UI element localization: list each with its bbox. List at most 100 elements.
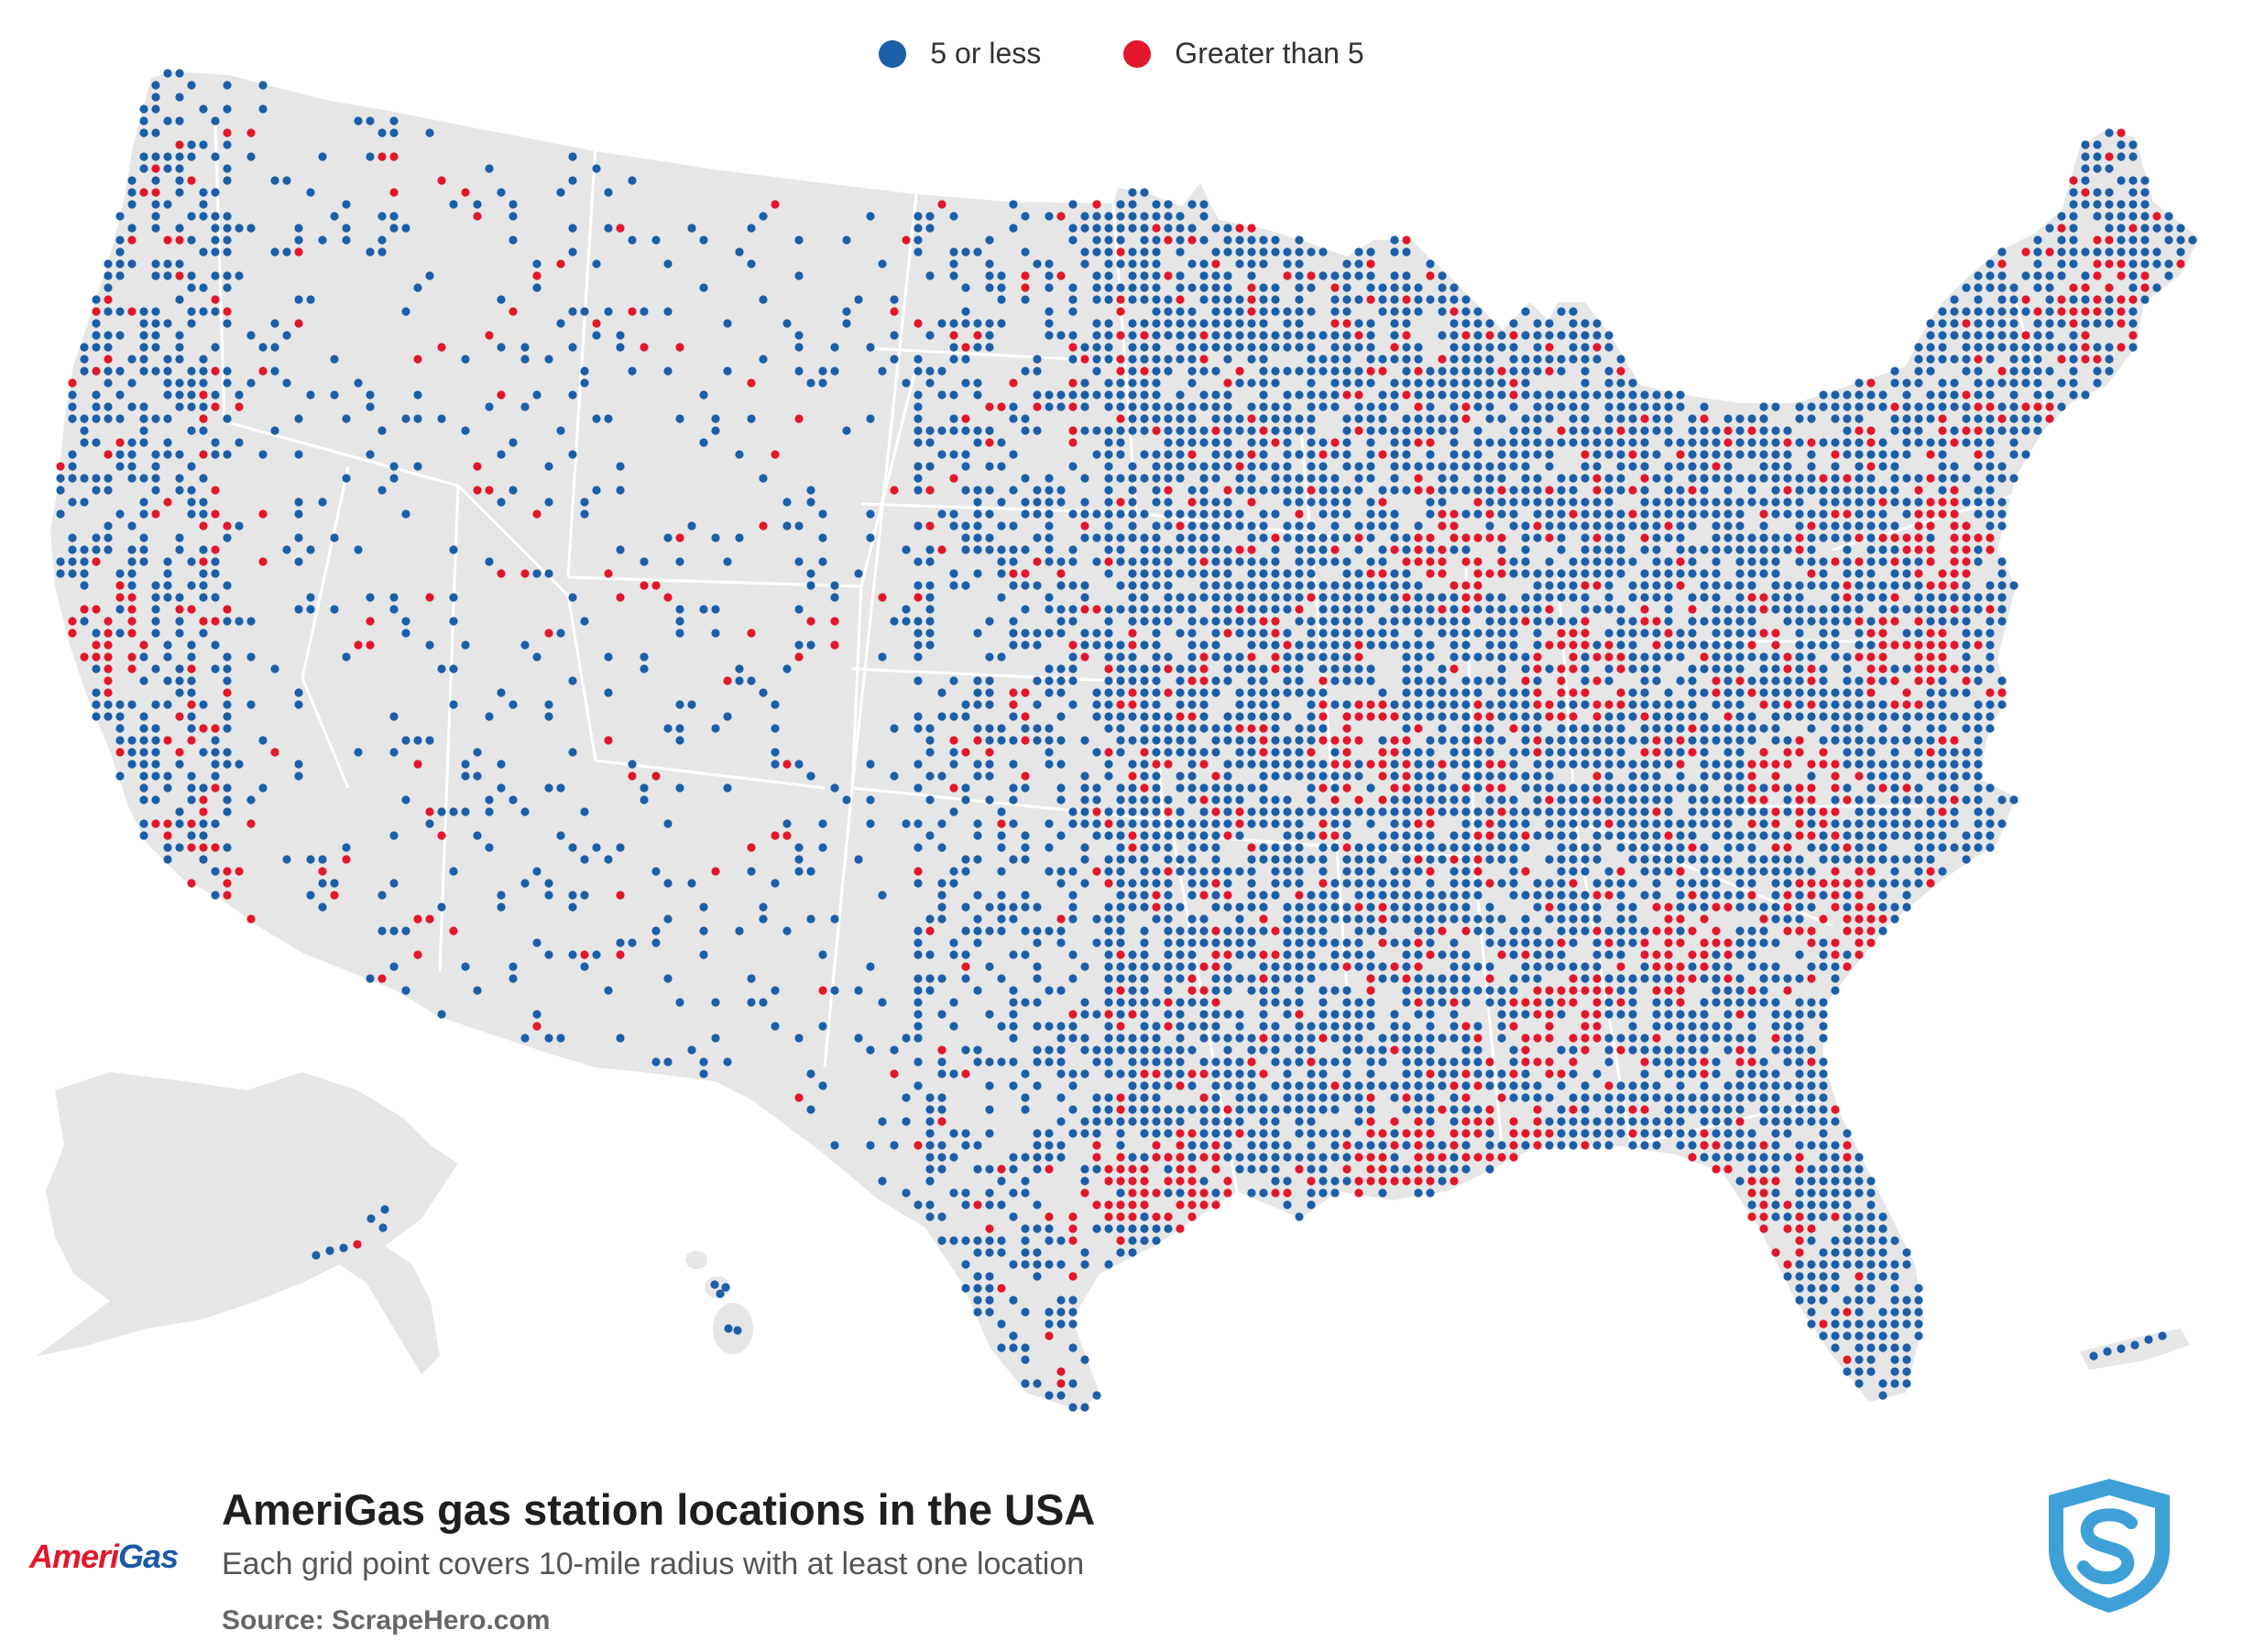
location-dot <box>1330 509 1340 519</box>
location-dot <box>127 176 137 185</box>
location-dot <box>580 855 589 864</box>
location-dot <box>1819 950 1828 959</box>
location-dot <box>1747 783 1756 793</box>
location-dot <box>1199 879 1209 888</box>
location-dot <box>1497 331 1506 340</box>
location-dot <box>1962 474 1971 483</box>
location-dot <box>211 843 220 852</box>
location-dot <box>1581 605 1590 614</box>
location-dot <box>1390 617 1399 626</box>
location-dot <box>1485 926 1494 935</box>
location-dot <box>56 462 65 471</box>
location-dot <box>1914 629 1923 638</box>
location-dot <box>1342 271 1351 280</box>
location-dot <box>663 307 673 316</box>
location-dot <box>1390 283 1399 292</box>
location-dot <box>1592 355 1602 364</box>
location-dot <box>1176 629 1185 638</box>
location-dot <box>1056 486 1066 495</box>
location-dot <box>1986 319 1995 328</box>
location-dot <box>1318 438 1328 447</box>
location-dot <box>1855 378 1864 388</box>
location-dot <box>937 712 946 721</box>
location-dot <box>1759 795 1768 804</box>
location-dot <box>1890 771 1899 781</box>
location-dot <box>2093 140 2102 149</box>
location-dot <box>866 819 875 828</box>
location-dot <box>163 652 172 662</box>
location-dot <box>1712 700 1721 709</box>
location-dot <box>1473 438 1483 447</box>
location-dot <box>175 593 184 602</box>
location-dot <box>151 128 160 137</box>
location-dot <box>1295 867 1304 876</box>
location-dot <box>1581 569 1590 578</box>
location-dot <box>1688 807 1697 816</box>
location-dot <box>1723 736 1733 745</box>
location-dot <box>2105 200 2114 209</box>
location-dot <box>127 307 137 316</box>
location-dot <box>1616 795 1625 804</box>
location-dot <box>1521 676 1530 685</box>
location-dot <box>2021 295 2030 304</box>
location-dot <box>2140 224 2150 233</box>
location-dot <box>616 331 625 340</box>
location-dot <box>1104 355 1113 364</box>
location-dot <box>1235 450 1244 459</box>
location-dot <box>1438 700 1447 709</box>
location-dot <box>1211 688 1220 697</box>
location-dot <box>80 652 89 662</box>
location-dot <box>1152 426 1161 435</box>
location-dot <box>1235 235 1244 245</box>
location-dot <box>2081 331 2090 340</box>
location-dot <box>1855 867 1864 876</box>
location-dot <box>1342 462 1351 471</box>
location-dot <box>914 212 923 221</box>
location-dot <box>1592 903 1602 912</box>
location-dot <box>1283 795 1292 804</box>
location-dot <box>1855 605 1864 614</box>
location-dot <box>1176 676 1185 685</box>
location-dot <box>1187 712 1197 721</box>
location-dot <box>2069 176 2078 185</box>
location-dot <box>2081 390 2090 399</box>
location-dot <box>1843 593 1852 602</box>
location-dot <box>1700 426 1709 435</box>
location-dot <box>2117 212 2126 221</box>
location-dot <box>1831 712 1840 721</box>
location-dot <box>1557 533 1566 542</box>
location-dot <box>1783 426 1792 435</box>
location-dot <box>68 545 77 554</box>
location-dot <box>1974 771 1983 781</box>
location-dot <box>866 962 875 971</box>
location-dot <box>1831 498 1840 507</box>
location-dot <box>1997 819 2007 828</box>
location-dot <box>1080 343 1089 352</box>
location-dot <box>1378 557 1387 566</box>
location-dot <box>1831 390 1840 399</box>
location-dot <box>1461 533 1471 542</box>
location-dot <box>2069 295 2078 304</box>
location-dot <box>1414 795 1423 804</box>
location-dot <box>1461 367 1471 376</box>
location-dot <box>973 688 982 697</box>
location-dot <box>1497 557 1506 566</box>
location-dot <box>1378 891 1387 900</box>
location-dot <box>1307 914 1316 924</box>
location-dot <box>223 724 232 733</box>
location-dot <box>1700 783 1709 793</box>
location-dot <box>1152 867 1161 876</box>
location-dot <box>1116 283 1125 292</box>
location-dot <box>235 402 244 411</box>
location-dot <box>1235 629 1244 638</box>
location-dot <box>1604 926 1614 935</box>
location-dot <box>1807 783 1816 793</box>
location-dot <box>1902 736 1911 745</box>
location-dot <box>1438 914 1447 924</box>
location-dot <box>1295 819 1304 828</box>
location-dot <box>2164 212 2173 221</box>
location-dot <box>1890 914 1899 924</box>
location-dot <box>1461 962 1471 971</box>
location-dot <box>1033 581 1042 590</box>
location-dot <box>973 891 982 900</box>
